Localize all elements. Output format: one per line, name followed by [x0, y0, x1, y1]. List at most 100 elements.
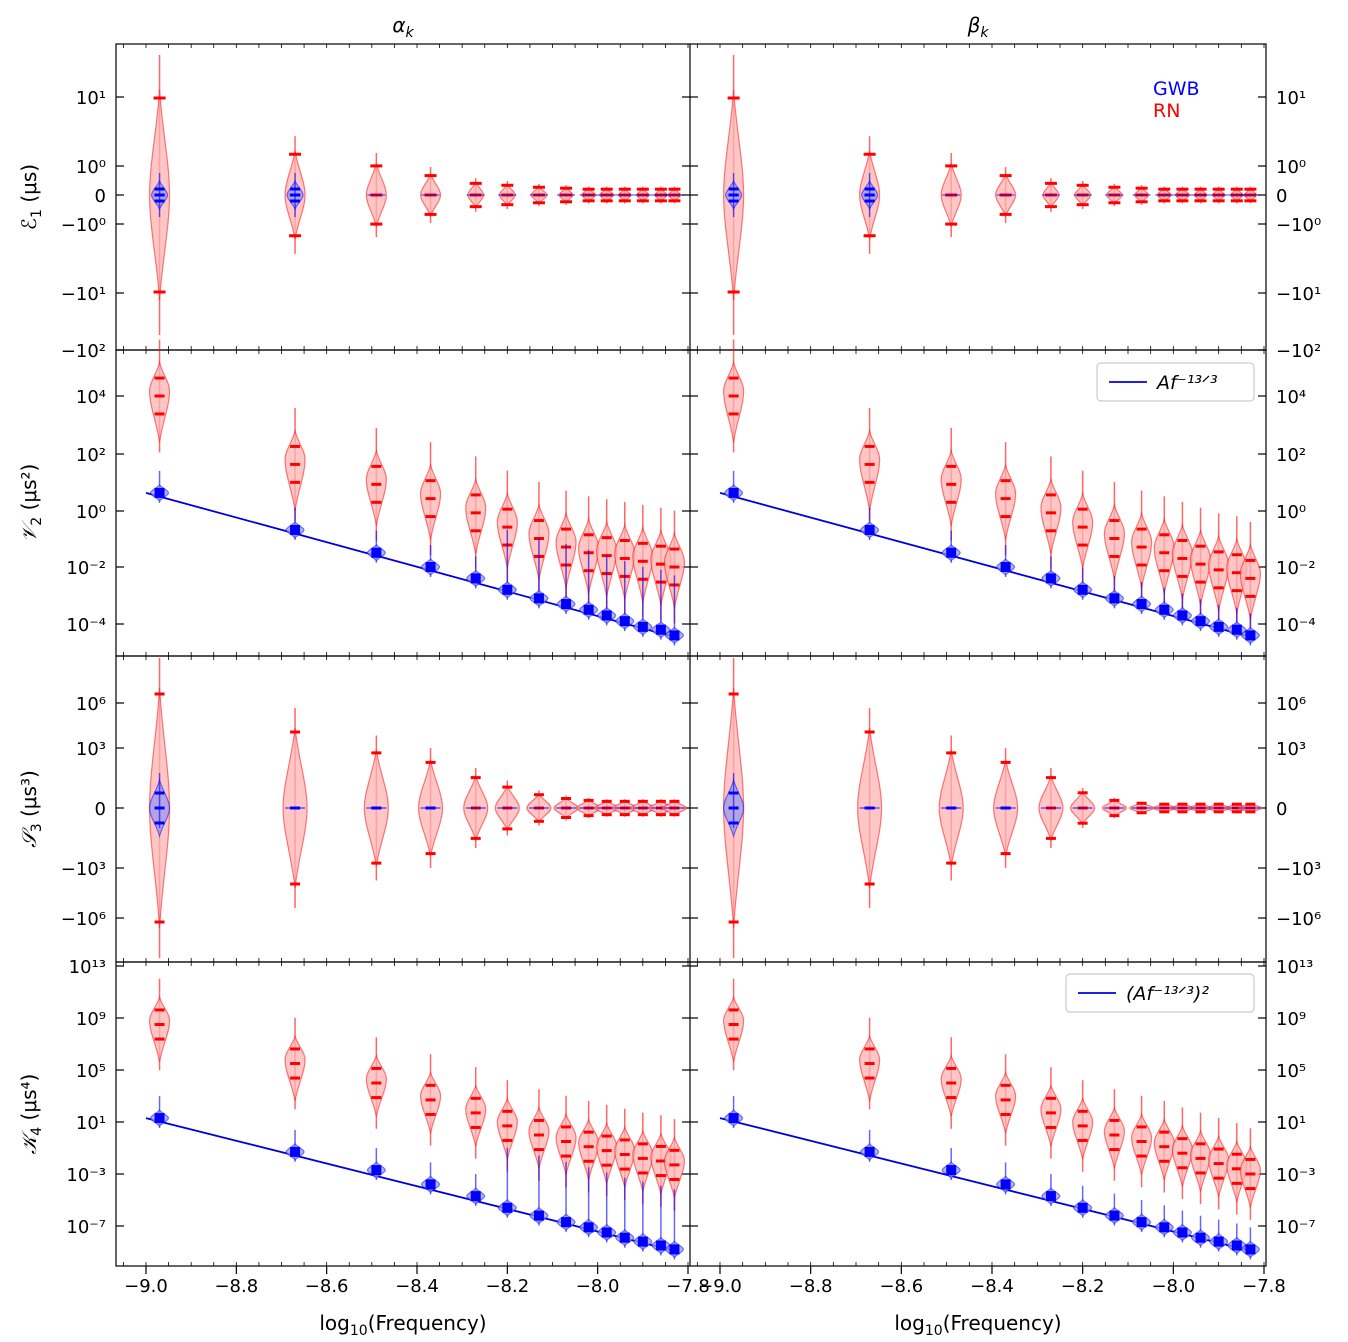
gwb-median-marker [601, 1227, 612, 1238]
y-tick-label-left: 10⁻³ [66, 1165, 106, 1186]
rn-violin [1103, 1106, 1126, 1169]
x-tick-label: −8.8 [214, 1276, 258, 1297]
rn-violin [1171, 1124, 1194, 1187]
gwb-median-marker [470, 1191, 481, 1202]
gwb-median-marker [1177, 1227, 1188, 1238]
y-tick-label-left: 10³ [76, 739, 106, 760]
y-tick-label-left: −10³ [61, 859, 106, 880]
panel-grid: −9.0 −8.8 −8.6 −8.4 −8.2 −8.0 −7.8−9.0 −8.8 −8.6… [17, 43, 1321, 1297]
gwb-median-marker [371, 547, 382, 558]
y-tick-label-left: 10⁻² [66, 558, 106, 579]
rn-violin [1072, 1096, 1094, 1160]
y-tick-label-right: 0 [1276, 799, 1287, 820]
xlabel-left: log10(Frequency) [319, 1311, 486, 1339]
gwb-median-marker [470, 573, 481, 584]
legend-rn: RN [1153, 100, 1180, 122]
y-tick-label-right: 10⁻⁴ [1276, 615, 1316, 636]
y-tick-label-right: −10⁶ [1276, 909, 1321, 930]
x-tick-label: −9.0 [698, 1276, 742, 1297]
gwb-median-marker [728, 487, 739, 498]
rn-violin [1103, 502, 1126, 580]
y-tick-label-right: −10² [1276, 341, 1321, 362]
rn-violin [994, 462, 1017, 540]
gwb-median-marker [1213, 621, 1224, 632]
rn-violin [365, 448, 387, 526]
rn-violin [858, 1034, 881, 1102]
x-tick-label: −8.2 [1061, 1276, 1105, 1297]
rn-violin [858, 428, 881, 511]
rn-violin [1208, 534, 1230, 611]
rn-violin [1171, 522, 1194, 600]
gwb-median-marker [619, 616, 630, 627]
gwb-median-marker [864, 1146, 875, 1157]
gwb-median-marker [619, 1232, 630, 1243]
rn-violin [994, 1070, 1017, 1134]
ylabel-text: ℰ1 (μs) [17, 164, 45, 230]
gwb-median-marker [371, 1165, 382, 1176]
rn-violin [465, 1083, 487, 1147]
gwb-median-marker [290, 524, 301, 535]
gwb-median-marker [1077, 1202, 1088, 1213]
y-tick-label-right: 10⁴ [1276, 387, 1306, 408]
y-tick-label-left: 10¹³ [69, 957, 106, 978]
y-tick-label-left: 10¹ [76, 1113, 106, 1134]
gwb-median-marker [1045, 1191, 1056, 1202]
rn-violin [1189, 1129, 1212, 1192]
legend-text: Af⁻¹³ᐟ³ [1155, 372, 1218, 394]
y-tick-label-right: 10² [1276, 445, 1306, 466]
rn-violin [148, 995, 171, 1063]
gwb-median-marker [533, 1210, 544, 1221]
rn-violin [940, 1054, 962, 1117]
ylabel-text: 𝒮3 (μs³) [17, 770, 45, 848]
y-tick-label-left: 10⁻⁴ [66, 615, 106, 636]
y-tick-label-right: 10⁹ [1276, 1009, 1306, 1030]
gwb-median-marker [1213, 1236, 1224, 1247]
legend-row-2: Af⁻¹³ᐟ³ [1096, 362, 1255, 402]
y-tick-label-left: −10¹ [61, 284, 106, 305]
y-tick-label-left: 10⁴ [76, 387, 106, 408]
gwb-median-marker [1159, 1222, 1170, 1233]
gwb-median-marker [425, 1179, 436, 1190]
rn-violin [419, 462, 442, 540]
x-tick-label: −8.6 [879, 1276, 923, 1297]
rn-violin [419, 1070, 442, 1134]
legend-box [1096, 362, 1255, 402]
y-tick-label-left: 0 [95, 186, 106, 207]
gwb-median-marker [290, 1146, 301, 1157]
y-tick-label-left: 10⁶ [76, 694, 106, 715]
y-tick-label-right: −10⁰ [1276, 215, 1321, 236]
rn-violin [148, 360, 171, 443]
gwb-median-marker [502, 584, 513, 595]
rn-violin [284, 428, 306, 511]
legend-box [1065, 973, 1255, 1013]
y-tick-label-right: 10³ [1276, 739, 1306, 760]
gwb-median-marker [1231, 1240, 1242, 1251]
ylabel-text: 𝒱2 (μs²) [17, 464, 45, 543]
x-tick-label: −8.0 [576, 1276, 620, 1297]
y-tick-label-right: 10⁵ [1276, 1061, 1306, 1082]
gwb-median-marker [1195, 616, 1206, 627]
y-tick-label-left: 10⁻⁷ [66, 1217, 106, 1238]
x-tick-label: −7.8 [666, 1276, 710, 1297]
gwb-median-marker [669, 1244, 680, 1255]
gwb-median-marker [425, 562, 436, 572]
rn-violin [1153, 517, 1175, 594]
ylabel-row-1: 𝒱2 (μs²) [17, 464, 45, 543]
ylabel-row-0: ℰ1 (μs) [17, 164, 45, 230]
rn-violin [1130, 1112, 1153, 1175]
y-tick-label-left: −10⁰ [61, 215, 106, 236]
y-tick-label-left: 10⁰ [76, 157, 106, 178]
gwb-median-marker [728, 1113, 739, 1124]
col-title-alpha: αk [392, 13, 414, 41]
gwb-median-marker [1136, 1217, 1147, 1228]
y-tick-label-left: 0 [95, 799, 106, 820]
gwb-median-marker [1000, 562, 1011, 572]
y-tick-label-right: 10⁶ [1276, 694, 1306, 715]
y-tick-label-right: 10¹ [1276, 1113, 1306, 1134]
y-tick-label-left: 10² [76, 445, 106, 466]
rn-violin [284, 1034, 306, 1102]
gwb-median-marker [1109, 1210, 1120, 1221]
panel-frame-row-3 [115, 961, 1267, 1267]
gwb-median-marker [1000, 1179, 1011, 1190]
rn-violin [722, 995, 745, 1063]
